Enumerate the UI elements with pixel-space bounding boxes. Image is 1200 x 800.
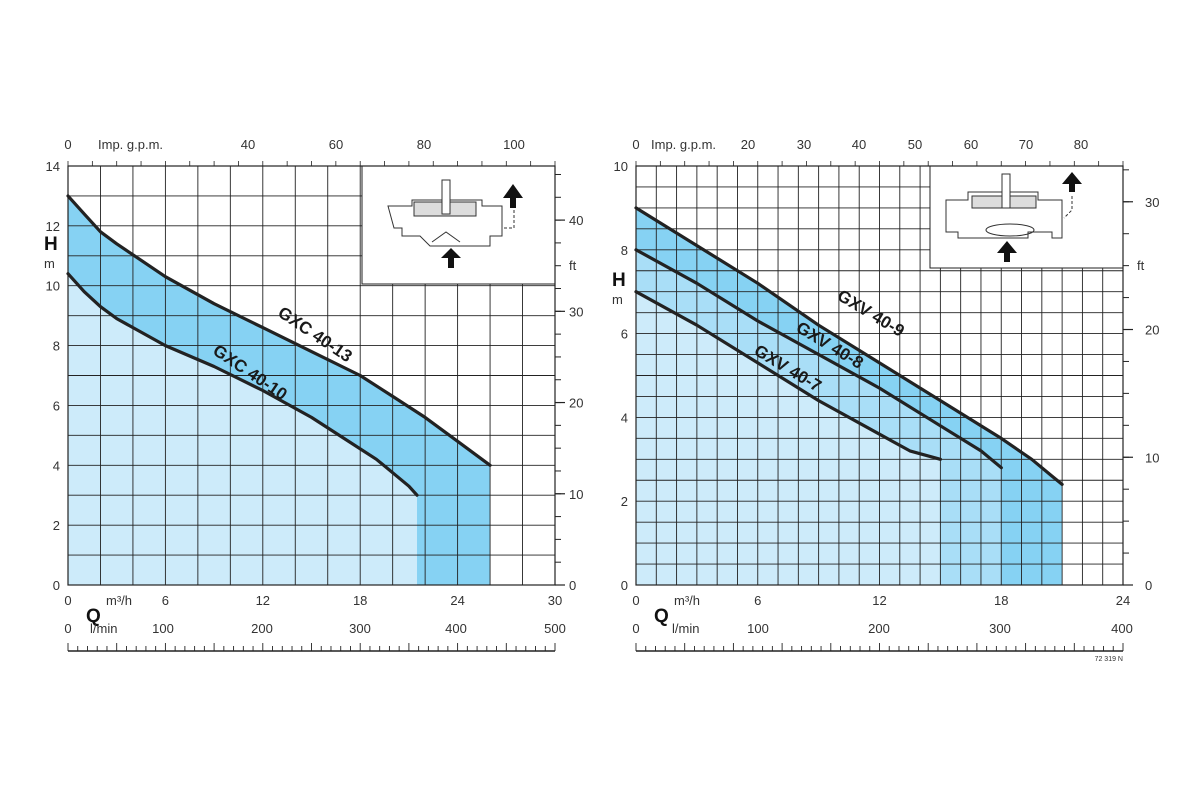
top-tick-label: 60 (964, 137, 978, 152)
flow-direction-arrow-icon (997, 241, 1017, 262)
y-tick-label: 2 (621, 494, 628, 509)
curve-gxc-40-13 (66, 194, 492, 467)
y-axis-unit: m (44, 256, 55, 271)
curves (66, 194, 492, 497)
flow-tick-label: 400 (445, 621, 467, 636)
flow-axis-unit: l/min (672, 621, 699, 636)
top-axis-unit: Imp. g.p.m. (651, 137, 716, 152)
flow-tick-label: 400 (1111, 621, 1133, 636)
flow-path (1063, 196, 1073, 219)
series-label: GXV 40-9 (834, 286, 908, 341)
flow-direction-arrow-icon (441, 248, 461, 268)
figure-reference-code: 72 319 N (1095, 656, 1123, 663)
pump-shaft (1001, 173, 1011, 209)
x-tick-label: 24 (450, 593, 464, 608)
region-overlay-0 (68, 273, 418, 585)
top-tick-label: 30 (797, 137, 811, 152)
ft-tick-label: 0 (1145, 578, 1152, 593)
curve-gxv-40-8 (634, 248, 1003, 470)
y-tick-label: 0 (53, 578, 60, 593)
ft-tick-label: 40 (569, 213, 583, 228)
y-axis-label: H (612, 270, 626, 291)
inlet-cone (431, 231, 461, 243)
flow-tick-label: 100 (152, 621, 174, 636)
y-tick-label: 10 (614, 159, 628, 174)
ft-tick-label: 30 (1145, 195, 1159, 210)
top-tick-label: 80 (1074, 137, 1088, 152)
y-tick-label: 6 (53, 398, 60, 413)
flow-tick-label: 200 (868, 621, 890, 636)
top-tick-label: 40 (241, 137, 255, 152)
flow-tick-label: 0 (64, 621, 71, 636)
flow-tick-label: 500 (544, 621, 566, 636)
x-tick-label: 12 (256, 593, 270, 608)
top-tick-label: 100 (503, 137, 525, 152)
flow-tick-label: 300 (989, 621, 1011, 636)
operating-regions (68, 195, 491, 585)
pump-eye (985, 223, 1035, 237)
y-tick-label: 0 (621, 578, 628, 593)
flow-tick-label: 100 (747, 621, 769, 636)
top-tick-label: 60 (329, 137, 343, 152)
q-axis-label: Q (654, 606, 669, 627)
ft-axis-unit: ft (1137, 258, 1145, 273)
x-tick-label: 6 (162, 593, 169, 608)
flow-direction-arrow-icon (1062, 172, 1082, 192)
y-axis-label: H (44, 234, 58, 255)
flow-axis-unit: l/min (90, 621, 117, 636)
pump-inlet-bottom-icon (361, 165, 556, 285)
q-axis-label: Q (86, 606, 101, 627)
curve-gxv-40-9 (634, 206, 1064, 486)
top-axis-unit: Imp. g.p.m. (98, 137, 163, 152)
x-tick-label: 30 (548, 593, 562, 608)
x-tick-label: 0 (64, 593, 71, 608)
x-tick-label: 18 (994, 593, 1008, 608)
flow-tick-label: 200 (251, 621, 273, 636)
x-tick-label: 24 (1116, 593, 1130, 608)
curves (634, 206, 1064, 486)
top-tick-label: 50 (908, 137, 922, 152)
top-tick-label: 0 (64, 137, 71, 152)
x-tick-label: 6 (754, 593, 761, 608)
ft-tick-label: 10 (569, 487, 583, 502)
flow-direction-arrow-icon (503, 184, 523, 208)
ft-axis-unit: ft (569, 258, 577, 273)
x-tick-label: 12 (872, 593, 886, 608)
top-tick-label: 20 (741, 137, 755, 152)
x-axis-unit: m³/h (106, 593, 132, 608)
pump-shaft (441, 179, 451, 215)
top-tick-label: 70 (1019, 137, 1033, 152)
ft-tick-label: 30 (569, 304, 583, 319)
y-tick-label: 4 (621, 410, 628, 425)
y-tick-label: 8 (53, 339, 60, 354)
flow-tick-label: 0 (632, 621, 639, 636)
y-tick-label: 12 (46, 219, 60, 234)
flow-path (502, 210, 515, 229)
x-tick-label: 18 (353, 593, 367, 608)
ft-tick-label: 20 (1145, 323, 1159, 338)
pump-inlet-side-icon (929, 165, 1124, 269)
ft-tick-label: 20 (569, 396, 583, 411)
top-tick-label: 0 (632, 137, 639, 152)
top-tick-label: 40 (852, 137, 866, 152)
x-tick-label: 0 (632, 593, 639, 608)
y-tick-label: 4 (53, 458, 60, 473)
curve-gxv-40-7 (634, 290, 942, 461)
y-tick-label: 2 (53, 518, 60, 533)
y-tick-label: 14 (46, 159, 60, 174)
curve-gxc-40-10 (66, 272, 419, 497)
x-axis-unit: m³/h (674, 593, 700, 608)
top-tick-label: 80 (417, 137, 431, 152)
flow-tick-label: 300 (349, 621, 371, 636)
y-tick-label: 10 (46, 279, 60, 294)
y-tick-label: 6 (621, 327, 628, 342)
y-axis-unit: m (612, 292, 623, 307)
ft-tick-label: 10 (1145, 450, 1159, 465)
y-tick-label: 8 (621, 243, 628, 258)
ft-tick-label: 0 (569, 578, 576, 593)
